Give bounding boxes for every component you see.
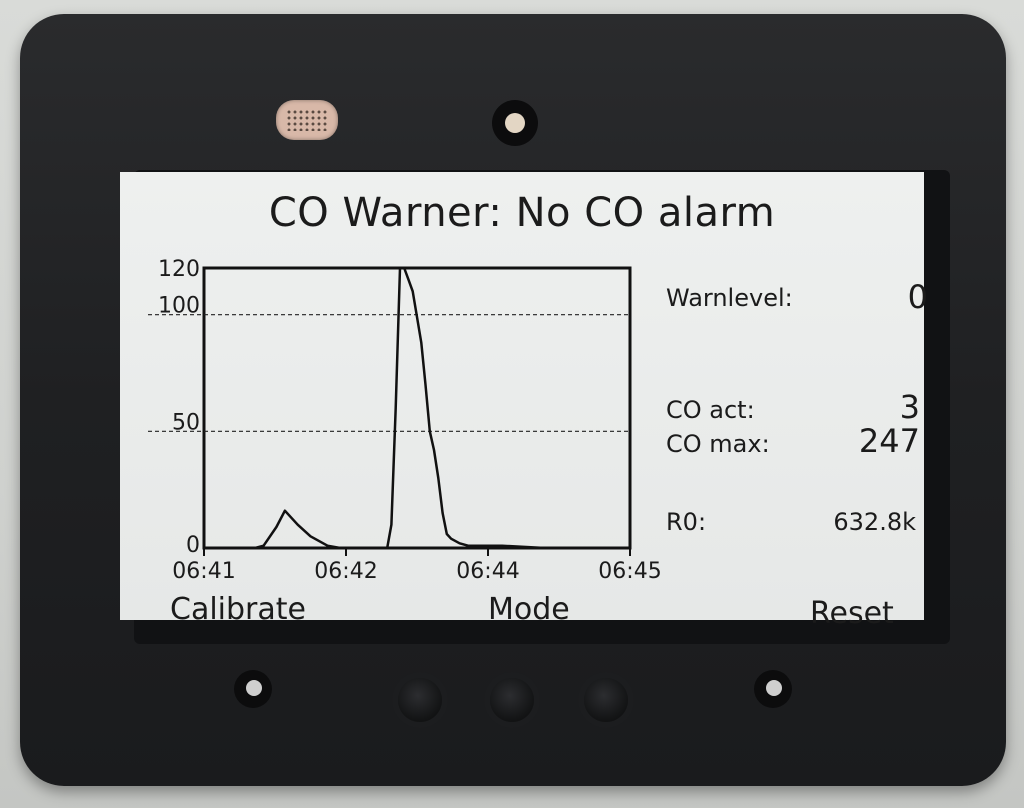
- warnlevel-label: Warnlevel:: [666, 284, 793, 312]
- x-tick-label: 06:45: [598, 559, 661, 584]
- co-act-value: 3: [899, 388, 920, 426]
- light-sensor-hole: [492, 100, 538, 146]
- mounting-hole-left: [234, 670, 272, 708]
- r0-value: 632.8k: [833, 508, 916, 536]
- y-tick-label: 50: [172, 410, 200, 435]
- gas-sensor-grille: [276, 100, 338, 140]
- y-tick-label: 100: [158, 294, 200, 319]
- warnlevel-value: 0: [907, 278, 928, 316]
- r0-label: R0:: [666, 508, 707, 536]
- y-tick-layer: 120 100 50 0: [158, 257, 200, 558]
- co-max-label: CO max:: [666, 430, 770, 458]
- co-max-value: 247: [858, 422, 920, 460]
- x-tick-layer: 06:41 06:42 06:44 06:45: [172, 548, 662, 584]
- e-paper-screen: CO Warner: No CO alarm 120 100 50 0 06:41 06…: [120, 172, 928, 631]
- x-tick-label: 06:41: [172, 559, 235, 584]
- y-tick-label: 0: [186, 533, 200, 558]
- mounting-hole-right: [754, 670, 792, 708]
- screen-title: CO Warner: No CO alarm: [268, 190, 776, 236]
- hardware-button-left[interactable]: [398, 678, 442, 722]
- co-act-label: CO act:: [666, 396, 755, 424]
- reset-softkey-label: Reset: [810, 596, 894, 631]
- x-tick-label: 06:42: [314, 559, 377, 584]
- y-tick-label: 120: [158, 257, 200, 282]
- co-series-line: [204, 266, 630, 550]
- x-tick-label: 06:44: [456, 559, 519, 584]
- calibrate-softkey-label: Calibrate: [170, 592, 306, 627]
- hardware-button-center[interactable]: [490, 678, 534, 722]
- co-chart: 120 100 50 0 06:41 06:42 06:44 06:45: [120, 172, 924, 620]
- hardware-button-right[interactable]: [584, 678, 628, 722]
- co-chart-svg: 120 100 50 0 06:41 06:42 06:44 06:45: [148, 257, 662, 584]
- mode-softkey-label: Mode: [488, 592, 570, 627]
- grille-holes: [286, 109, 328, 131]
- grid-layer: [148, 314, 630, 432]
- plot-frame: [202, 266, 632, 550]
